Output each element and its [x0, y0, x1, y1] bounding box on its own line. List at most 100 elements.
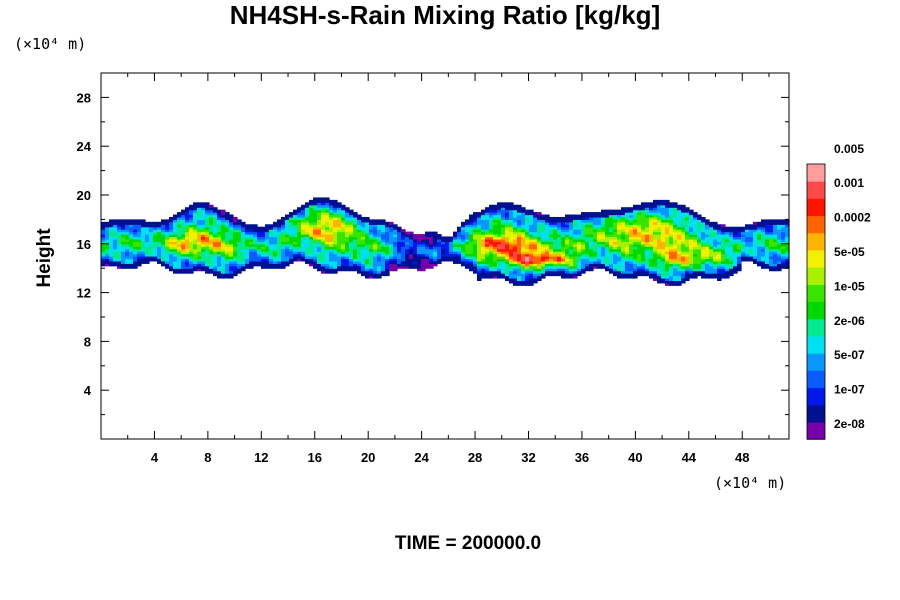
field-cell	[637, 246, 642, 250]
field-cell	[189, 234, 194, 238]
field-cell	[489, 243, 494, 247]
field-cell	[577, 221, 582, 225]
field-cell	[189, 263, 194, 267]
field-cell	[341, 204, 346, 208]
field-cell	[237, 238, 242, 242]
field-cell	[153, 238, 158, 242]
field-cell	[625, 265, 630, 269]
field-cell	[197, 212, 202, 216]
field-cell	[737, 226, 742, 230]
field-cell	[433, 241, 438, 245]
field-cell	[361, 229, 366, 233]
field-cell	[305, 226, 310, 230]
field-cell	[661, 231, 666, 235]
field-cell	[553, 270, 558, 274]
field-cell	[353, 243, 358, 247]
field-cell	[477, 268, 482, 272]
field-cell	[301, 216, 306, 220]
field-cell	[373, 243, 378, 247]
field-cell	[321, 256, 326, 260]
field-cell	[273, 229, 278, 233]
field-cell	[601, 251, 606, 255]
field-cell	[509, 214, 514, 218]
field-cell	[481, 241, 486, 245]
field-cell	[141, 241, 146, 245]
field-cell	[529, 256, 534, 260]
field-cell	[345, 229, 350, 233]
field-cell	[301, 251, 306, 255]
field-cell	[321, 238, 326, 242]
field-cell	[477, 231, 482, 235]
field-cell	[477, 214, 482, 218]
field-cell	[577, 256, 582, 260]
field-cell	[353, 214, 358, 218]
field-cell	[757, 260, 762, 264]
field-cell	[585, 226, 590, 230]
field-cell	[713, 260, 718, 264]
field-cell	[241, 258, 246, 262]
field-cell	[177, 263, 182, 267]
field-cell	[225, 226, 230, 230]
field-cell	[161, 219, 166, 223]
field-cell	[301, 224, 306, 228]
field-cell	[685, 265, 690, 269]
field-cell	[625, 263, 630, 267]
field-cell	[317, 251, 322, 255]
field-cell	[405, 246, 410, 250]
field-cell	[409, 251, 414, 255]
field-cell	[785, 260, 790, 264]
field-cell	[729, 234, 734, 238]
field-cell	[725, 258, 730, 262]
field-cell	[709, 229, 714, 233]
field-cell	[637, 234, 642, 238]
field-cell	[469, 243, 474, 247]
field-cell	[637, 238, 642, 242]
field-cell	[673, 238, 678, 242]
field-cell	[517, 282, 522, 286]
field-cell	[501, 263, 506, 267]
field-cell	[653, 273, 658, 277]
field-cell	[725, 248, 730, 252]
field-cell	[589, 216, 594, 220]
field-cell	[317, 216, 322, 220]
field-cell	[469, 226, 474, 230]
field-cell	[397, 248, 402, 252]
field-cell	[641, 231, 646, 235]
field-cell	[173, 219, 178, 223]
field-cell	[121, 263, 126, 267]
field-cell	[673, 219, 678, 223]
field-cell	[773, 258, 778, 262]
field-cell	[485, 236, 490, 240]
field-cell	[529, 268, 534, 272]
field-cell	[557, 263, 562, 267]
field-cell	[113, 219, 118, 223]
field-cell	[309, 234, 314, 238]
field-cell	[193, 246, 198, 250]
field-cell	[549, 253, 554, 257]
field-cell	[217, 214, 222, 218]
field-cell	[505, 243, 510, 247]
field-cell	[429, 248, 434, 252]
field-cell	[233, 256, 238, 260]
field-cell	[393, 229, 398, 233]
field-cell	[321, 243, 326, 247]
field-cell	[717, 226, 722, 230]
field-cell	[189, 219, 194, 223]
field-cell	[657, 219, 662, 223]
field-cell	[285, 241, 290, 245]
field-cell	[121, 238, 126, 242]
field-cell	[493, 231, 498, 235]
field-cell	[349, 236, 354, 240]
field-cell	[653, 202, 658, 206]
field-cell	[557, 238, 562, 242]
field-cell	[109, 219, 114, 223]
field-cell	[389, 248, 394, 252]
field-cell	[341, 243, 346, 247]
field-cell	[145, 253, 150, 257]
field-cell	[713, 251, 718, 255]
field-cell	[345, 236, 350, 240]
field-cell	[565, 253, 570, 257]
field-cell	[561, 260, 566, 264]
field-cell	[293, 209, 298, 213]
field-cell	[525, 265, 530, 269]
